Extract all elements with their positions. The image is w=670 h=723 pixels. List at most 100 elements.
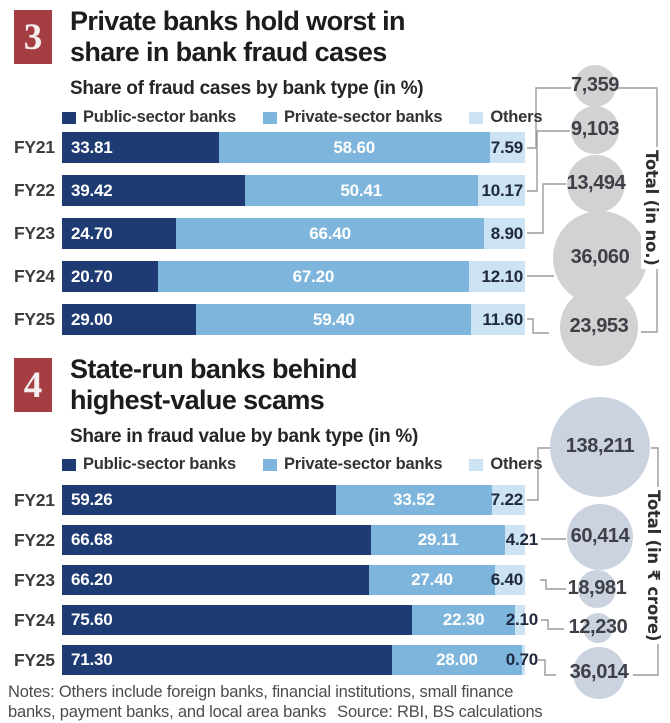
public-value-label: 24.70 (71, 223, 113, 243)
total-bubble: 7,359 (571, 64, 619, 108)
total-value-label: 60,414 (570, 525, 630, 548)
private-sector-swatch (263, 458, 277, 471)
total-bubble: 36,014 (570, 647, 629, 699)
private-sector-segment: 66.40 (176, 218, 484, 249)
public-value-label: 66.20 (71, 570, 113, 589)
stacked-bar: 66.68 29.11 4.21 (62, 525, 538, 555)
others-value-label: 7.59 (490, 137, 523, 157)
public-sector-segment: 75.60 (62, 605, 413, 635)
others-segment (521, 645, 525, 675)
total-value-label: 12,230 (568, 616, 628, 639)
private-value-label: 29.11 (417, 530, 459, 549)
private-value-label: 28.00 (436, 650, 478, 669)
year-label: FY23 (14, 223, 55, 243)
total-value-label: 13,494 (566, 172, 626, 195)
public-sector-swatch (62, 111, 76, 124)
others-segment (495, 565, 525, 595)
public-sector-segment: 66.20 (62, 565, 369, 595)
year-label: FY25 (14, 649, 55, 670)
footnote: Notes: Others include foreign banks, fin… (8, 683, 568, 722)
others-swatch (469, 111, 484, 124)
public-value-label: 75.60 (71, 610, 113, 629)
public-value-label: 66.68 (71, 530, 113, 549)
private-sector-segment: 29.11 (370, 525, 506, 555)
others-value-label: 10.17 (481, 180, 523, 200)
chart-subtitle: Share of fraud cases by bank type (in %) (70, 78, 424, 99)
leader-line (538, 659, 556, 676)
leader-line (527, 447, 551, 501)
title-line-2: share in bank fraud cases (70, 37, 387, 67)
year-label: FY21 (14, 489, 55, 510)
stacked-bar: 71.30 28.00 0.70 (62, 645, 538, 675)
others-segment (491, 485, 525, 515)
public-sector-segment: 59.26 (62, 485, 337, 515)
private-sector-segment: 28.00 (392, 645, 522, 675)
private-value-label: 66.40 (309, 223, 351, 243)
public-sector-segment: 24.70 (62, 218, 177, 249)
public-sector-segment: 39.42 (62, 175, 245, 206)
legend-label: Public-sector banks (83, 108, 236, 126)
others-value-label: 12.10 (481, 266, 523, 286)
chart-title: Private banks hold worst in share in bank… (70, 6, 405, 68)
total-bubble: 23,953 (560, 288, 638, 366)
leader-line (527, 87, 571, 149)
private-sector-segment: 67.20 (157, 261, 469, 292)
public-value-label: 71.30 (71, 650, 113, 669)
legend-label: Others (490, 455, 543, 473)
others-segment (468, 261, 525, 292)
public-sector-segment: 29.00 (62, 304, 197, 335)
private-sector-segment: 22.30 (412, 605, 516, 635)
others-value-label: 4.21 (505, 530, 538, 549)
legend-item-public: Public-sector banks (62, 108, 236, 127)
total-bubble: 138,211 (549, 396, 651, 498)
others-value-label: 6.40 (490, 570, 523, 589)
total-value-label: 9,103 (570, 118, 620, 141)
total-value-label: 18,981 (567, 577, 627, 600)
public-sector-segment: 66.68 (62, 525, 371, 555)
others-segment (515, 605, 525, 635)
public-value-label: 29.00 (71, 309, 113, 329)
bar-row: FY24 75.60 22.30 2.10 (14, 605, 538, 635)
bar-row: FY22 39.42 50.41 10.17 (14, 175, 525, 206)
total-value-label: 23,953 (569, 315, 629, 338)
leader-line (541, 619, 564, 630)
bar-row: FY23 66.20 27.40 6.40 (14, 565, 525, 595)
notes-text: banks, payment banks, and local area ban… (8, 702, 327, 721)
private-sector-segment: 33.52 (336, 485, 492, 515)
others-value-label: 0.70 (505, 650, 538, 669)
total-bubble: 60,414 (566, 503, 634, 571)
year-label: FY24 (14, 609, 55, 630)
private-sector-segment: 50.41 (244, 175, 478, 206)
leader-line (527, 183, 566, 234)
total-axis-label: Total (in ₹ crore) (643, 487, 664, 645)
stacked-bar: 33.81 58.60 7.59 (62, 132, 525, 163)
others-value-label: 2.10 (505, 610, 538, 629)
chart-title: State-run banks behind highest-value scam… (70, 354, 357, 416)
legend: Public-sector banks Private-sector banks… (62, 455, 543, 474)
stacked-bar: 59.26 33.52 7.22 (62, 485, 525, 515)
others-segment (483, 218, 525, 249)
leader-line (527, 130, 570, 192)
private-value-label: 22.30 (442, 610, 485, 629)
year-label: FY21 (14, 137, 55, 157)
legend-item-private: Private-sector banks (263, 108, 443, 127)
public-sector-swatch (62, 458, 76, 471)
bar-row: FY21 33.81 58.60 7.59 (14, 132, 525, 163)
stacked-bar: 24.70 66.40 8.90 (62, 218, 525, 249)
private-value-label: 58.60 (333, 137, 375, 157)
total-bubble: 18,981 (568, 570, 627, 608)
legend-item-others: Others (469, 455, 543, 474)
bar-row: FY25 29.00 59.40 11.60 (14, 304, 525, 335)
private-value-label: 50.41 (340, 180, 382, 200)
others-value-label: 7.22 (490, 490, 523, 509)
year-label: FY22 (14, 529, 55, 550)
others-value-label: 8.90 (490, 223, 523, 243)
year-label: FY25 (14, 309, 55, 329)
public-value-label: 39.42 (71, 180, 113, 200)
public-value-label: 33.81 (71, 137, 113, 157)
others-value-label: 11.60 (482, 309, 523, 329)
legend-label: Public-sector banks (83, 455, 236, 473)
year-label: FY23 (14, 569, 55, 590)
leader-line (540, 579, 566, 590)
stacked-bar: 29.00 59.40 11.60 (62, 304, 525, 335)
